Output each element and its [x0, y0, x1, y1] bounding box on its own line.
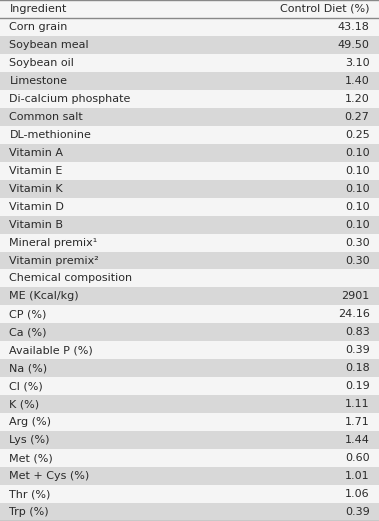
- Text: 0.27: 0.27: [345, 112, 370, 122]
- Bar: [0, 305, 379, 324]
- Bar: [0, 18, 379, 36]
- Text: Di-calcium phosphate: Di-calcium phosphate: [9, 94, 131, 104]
- Bar: [0, 126, 379, 144]
- Text: 1.06: 1.06: [345, 489, 370, 499]
- Bar: [0, 431, 379, 449]
- Text: Lys (%): Lys (%): [9, 435, 50, 445]
- Text: Soybean oil: Soybean oil: [9, 58, 74, 68]
- Text: 1.11: 1.11: [345, 399, 370, 409]
- Text: Soybean meal: Soybean meal: [9, 40, 89, 50]
- Text: Cl (%): Cl (%): [9, 381, 43, 391]
- Text: Vitamin E: Vitamin E: [9, 166, 63, 176]
- Text: 49.50: 49.50: [338, 40, 370, 50]
- Text: 3.10: 3.10: [345, 58, 370, 68]
- Bar: [0, 90, 379, 108]
- Text: Met + Cys (%): Met + Cys (%): [9, 471, 90, 481]
- Bar: [0, 359, 379, 377]
- Bar: [0, 288, 379, 305]
- Text: Ca (%): Ca (%): [9, 327, 47, 338]
- Text: 0.39: 0.39: [345, 507, 370, 517]
- Bar: [0, 180, 379, 197]
- Text: 1.01: 1.01: [345, 471, 370, 481]
- Bar: [0, 377, 379, 395]
- Bar: [0, 72, 379, 90]
- Text: 1.40: 1.40: [345, 76, 370, 86]
- Text: Na (%): Na (%): [9, 363, 48, 373]
- Text: Thr (%): Thr (%): [9, 489, 51, 499]
- Text: 24.16: 24.16: [338, 309, 370, 319]
- Text: 0.60: 0.60: [345, 453, 370, 463]
- Text: 1.20: 1.20: [345, 94, 370, 104]
- Text: Arg (%): Arg (%): [9, 417, 52, 427]
- Bar: [0, 54, 379, 72]
- Bar: [0, 395, 379, 413]
- Text: Common salt: Common salt: [9, 112, 83, 122]
- Bar: [0, 341, 379, 359]
- Text: Chemical composition: Chemical composition: [9, 274, 133, 283]
- Text: 0.83: 0.83: [345, 327, 370, 338]
- Bar: [0, 324, 379, 341]
- Text: 0.10: 0.10: [345, 148, 370, 158]
- Text: 0.19: 0.19: [345, 381, 370, 391]
- Text: Vitamin A: Vitamin A: [9, 148, 63, 158]
- Text: Vitamin K: Vitamin K: [9, 183, 63, 194]
- Text: Limestone: Limestone: [9, 76, 67, 86]
- Text: 0.10: 0.10: [345, 202, 370, 212]
- Bar: [0, 36, 379, 54]
- Text: 43.18: 43.18: [338, 22, 370, 32]
- Bar: [0, 467, 379, 485]
- Text: Vitamin D: Vitamin D: [9, 202, 64, 212]
- Bar: [0, 197, 379, 216]
- Text: Vitamin premix²: Vitamin premix²: [9, 255, 99, 266]
- Text: Ingredient: Ingredient: [9, 4, 67, 14]
- Text: 0.10: 0.10: [345, 166, 370, 176]
- Text: Control Diet (%): Control Diet (%): [280, 4, 370, 14]
- Bar: [0, 216, 379, 233]
- Text: 0.10: 0.10: [345, 183, 370, 194]
- Text: K (%): K (%): [9, 399, 39, 409]
- Bar: [0, 503, 379, 521]
- Bar: [0, 485, 379, 503]
- Bar: [0, 162, 379, 180]
- Bar: [0, 449, 379, 467]
- Text: Trp (%): Trp (%): [9, 507, 49, 517]
- Bar: [0, 233, 379, 252]
- Bar: [0, 269, 379, 288]
- Text: 0.25: 0.25: [345, 130, 370, 140]
- Text: 1.71: 1.71: [345, 417, 370, 427]
- Text: 0.30: 0.30: [345, 255, 370, 266]
- Bar: [0, 252, 379, 269]
- Text: 0.18: 0.18: [345, 363, 370, 373]
- Text: 1.44: 1.44: [345, 435, 370, 445]
- Text: 0.30: 0.30: [345, 238, 370, 247]
- Bar: [0, 144, 379, 162]
- Text: 0.10: 0.10: [345, 219, 370, 230]
- Bar: [0, 0, 379, 18]
- Text: Vitamin B: Vitamin B: [9, 219, 63, 230]
- Text: CP (%): CP (%): [9, 309, 47, 319]
- Text: DL-methionine: DL-methionine: [9, 130, 91, 140]
- Bar: [0, 108, 379, 126]
- Text: Met (%): Met (%): [9, 453, 53, 463]
- Text: Corn grain: Corn grain: [9, 22, 68, 32]
- Text: 2901: 2901: [341, 291, 370, 302]
- Text: Available P (%): Available P (%): [9, 345, 93, 355]
- Text: 0.39: 0.39: [345, 345, 370, 355]
- Text: ME (Kcal/kg): ME (Kcal/kg): [9, 291, 79, 302]
- Text: Mineral premix¹: Mineral premix¹: [9, 238, 98, 247]
- Bar: [0, 413, 379, 431]
